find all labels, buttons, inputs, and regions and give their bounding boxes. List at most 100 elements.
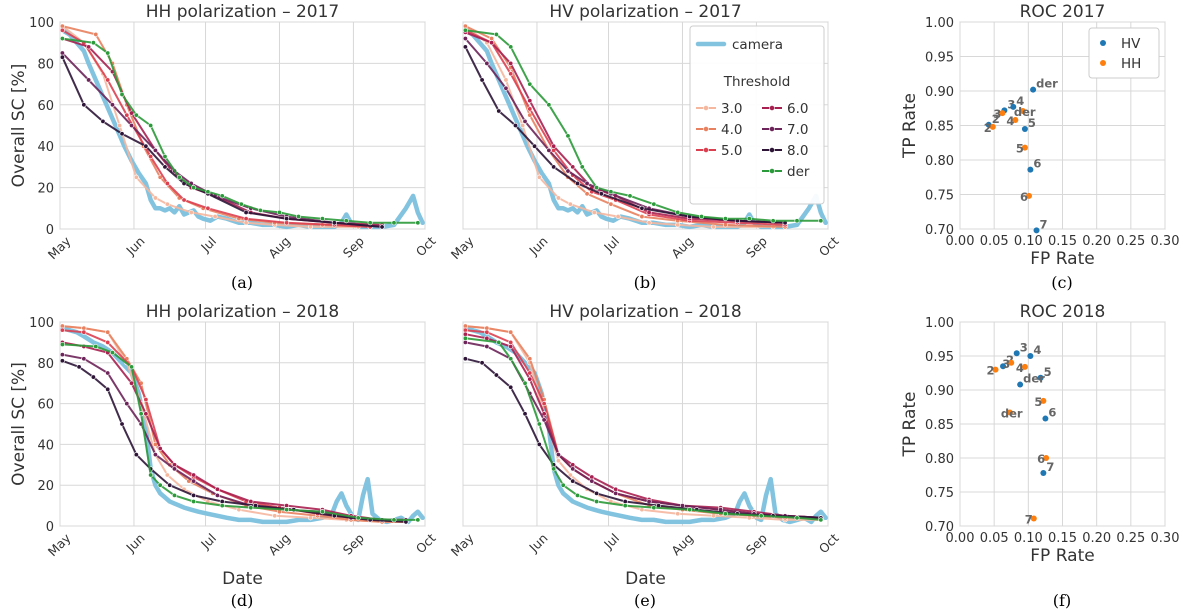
series-marker-4.0: [608, 201, 614, 207]
series-marker-der: [205, 189, 211, 195]
series-marker-3.0: [710, 224, 716, 230]
legend-marker-der: [769, 168, 775, 174]
y-tick-label: 20: [37, 182, 54, 197]
series-line-7.0: [61, 52, 384, 228]
subfigure-caption: (b): [634, 273, 657, 292]
series-marker-der: [191, 185, 197, 191]
series-marker-6.0: [157, 445, 163, 451]
legend-marker-7.0: [769, 126, 775, 132]
series-marker-5.0: [60, 327, 65, 333]
legend-label-der: der: [787, 164, 810, 180]
series-marker-5.0: [164, 180, 170, 186]
roc-point-HV: [1037, 374, 1044, 381]
series-marker-4.0: [105, 329, 111, 335]
roc-point-HH: [989, 123, 996, 130]
roc-point-label: 2: [987, 364, 995, 378]
series-marker-7.0: [129, 123, 135, 129]
series-marker-3.0: [188, 209, 194, 215]
series-marker-3.0: [567, 472, 573, 478]
y-tick-label: 0.70: [925, 223, 954, 238]
y-axis-label: TP Rate: [900, 391, 920, 457]
x-tick-label: Jun: [122, 233, 147, 258]
series-group: [60, 323, 425, 525]
series-marker-der: [651, 201, 657, 207]
y-tick-label: 1.00: [925, 16, 954, 31]
subfigure-caption: (d): [231, 591, 254, 610]
series-marker-8.0: [219, 499, 225, 505]
roc-point-HV: [1042, 415, 1049, 422]
y-tick-label: 0: [46, 223, 54, 238]
series-marker-der: [355, 515, 361, 521]
series-marker-8.0: [536, 441, 542, 447]
roc-point-label: 4: [1016, 361, 1024, 375]
series-marker-8.0: [379, 224, 385, 230]
y-tick-label: 0.85: [925, 120, 954, 135]
series-marker-3.0: [307, 515, 313, 521]
series-marker-8.0: [143, 143, 149, 149]
chart-5: 0.70 0.75 0.80 0.85 0.90 0.95 1.00 0.00 0.05 0.10…: [900, 302, 1179, 610]
series-marker-der: [463, 335, 468, 341]
x-tick-label: 0.05: [980, 531, 1009, 546]
roc-point-HH: [1043, 455, 1050, 461]
series-marker-3.0: [555, 458, 561, 464]
roc-point-label: 4: [1006, 114, 1014, 128]
series-marker-der: [746, 216, 752, 222]
series-marker-der: [415, 517, 421, 523]
roc-point-label: der: [1001, 406, 1023, 420]
chart-title: HV polarization – 2017: [549, 2, 741, 22]
roc-point-HV: [1010, 103, 1017, 110]
series-marker-der: [493, 31, 499, 37]
series-marker-8.0: [594, 490, 600, 496]
roc-point-HH: [1006, 409, 1013, 416]
y-tick-label: 0.95: [925, 51, 954, 66]
series-marker-6.0: [214, 486, 220, 492]
legend-box: [1088, 27, 1160, 79]
series-marker-3.0: [164, 201, 170, 207]
series-marker-3.0: [212, 214, 218, 220]
series-marker-7.0: [541, 417, 547, 423]
series-marker-der: [276, 209, 282, 215]
series-marker-8.0: [133, 452, 139, 458]
series-marker-8.0: [60, 54, 65, 60]
series-marker-5.0: [508, 339, 514, 345]
series-marker-5.0: [81, 329, 87, 335]
series-marker-4.0: [463, 323, 468, 329]
series-marker-8.0: [622, 499, 628, 505]
series-marker-8.0: [119, 421, 125, 427]
series-marker-8.0: [90, 374, 96, 380]
x-tick-label: May: [448, 233, 477, 262]
series-marker-der: [176, 174, 182, 180]
series-marker-8.0: [512, 123, 518, 129]
series-marker-der: [415, 220, 421, 226]
x-tick-label: Jul: [600, 530, 622, 552]
legend-marker-4.0: [703, 126, 709, 132]
series-marker-der: [622, 503, 628, 509]
series-marker-8.0: [463, 44, 468, 50]
y-axis-label: Overall SC [%]: [9, 362, 29, 486]
x-tick-label: 0.15: [1048, 531, 1077, 546]
series-marker-der: [138, 411, 144, 417]
series-marker-der: [675, 209, 681, 215]
series-marker-4.0: [584, 191, 590, 197]
series-line-5.0: [61, 29, 372, 228]
roc-point-label: 4: [1016, 94, 1024, 108]
x-tick-label: 0.30: [1151, 531, 1180, 546]
y-tick-label: 1.00: [925, 316, 954, 331]
series-marker-7.0: [646, 499, 652, 505]
x-tick-label: 0.30: [1151, 234, 1180, 249]
series-marker-7.0: [152, 147, 158, 153]
roc-point-HV: [1033, 227, 1040, 234]
series-marker-der: [699, 214, 705, 220]
series-marker-der: [687, 507, 693, 513]
x-tick-label: 0.15: [1048, 234, 1077, 249]
x-tick-label: Aug: [668, 530, 696, 558]
x-tick-label: Jul: [197, 530, 219, 552]
series-line-8.0: [464, 45, 787, 224]
x-axis-label: Date: [222, 569, 263, 589]
roc-point-label: 2: [984, 121, 992, 135]
series-marker-der: [463, 27, 468, 33]
roc-point-HV: [1040, 469, 1047, 476]
series-marker-7.0: [105, 370, 111, 376]
roc-point-label: 5: [1028, 116, 1036, 130]
